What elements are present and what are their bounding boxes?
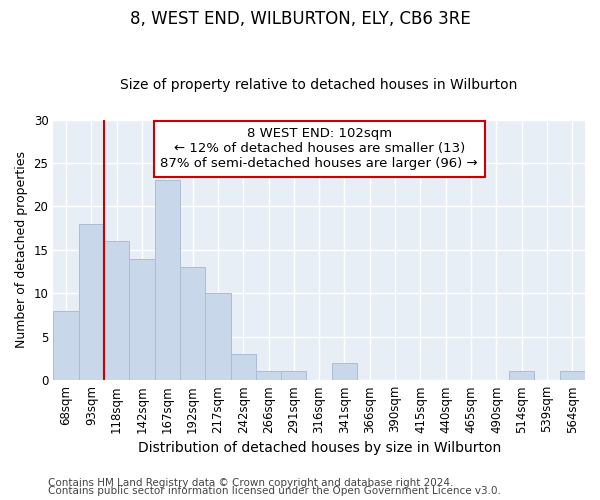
- Bar: [129, 258, 155, 380]
- Bar: [155, 180, 180, 380]
- Text: 8 WEST END: 102sqm
← 12% of detached houses are smaller (13)
87% of semi-detache: 8 WEST END: 102sqm ← 12% of detached hou…: [160, 128, 478, 170]
- Bar: [509, 372, 535, 380]
- Bar: [104, 241, 129, 380]
- Bar: [180, 267, 205, 380]
- X-axis label: Distribution of detached houses by size in Wilburton: Distribution of detached houses by size …: [137, 441, 501, 455]
- Bar: [79, 224, 104, 380]
- Bar: [332, 363, 357, 380]
- Bar: [256, 372, 281, 380]
- Bar: [560, 372, 585, 380]
- Bar: [53, 310, 79, 380]
- Text: 8, WEST END, WILBURTON, ELY, CB6 3RE: 8, WEST END, WILBURTON, ELY, CB6 3RE: [130, 10, 470, 28]
- Text: Contains HM Land Registry data © Crown copyright and database right 2024.: Contains HM Land Registry data © Crown c…: [48, 478, 454, 488]
- Y-axis label: Number of detached properties: Number of detached properties: [15, 152, 28, 348]
- Text: Contains public sector information licensed under the Open Government Licence v3: Contains public sector information licen…: [48, 486, 501, 496]
- Title: Size of property relative to detached houses in Wilburton: Size of property relative to detached ho…: [121, 78, 518, 92]
- Bar: [230, 354, 256, 380]
- Bar: [281, 372, 307, 380]
- Bar: [205, 294, 230, 380]
